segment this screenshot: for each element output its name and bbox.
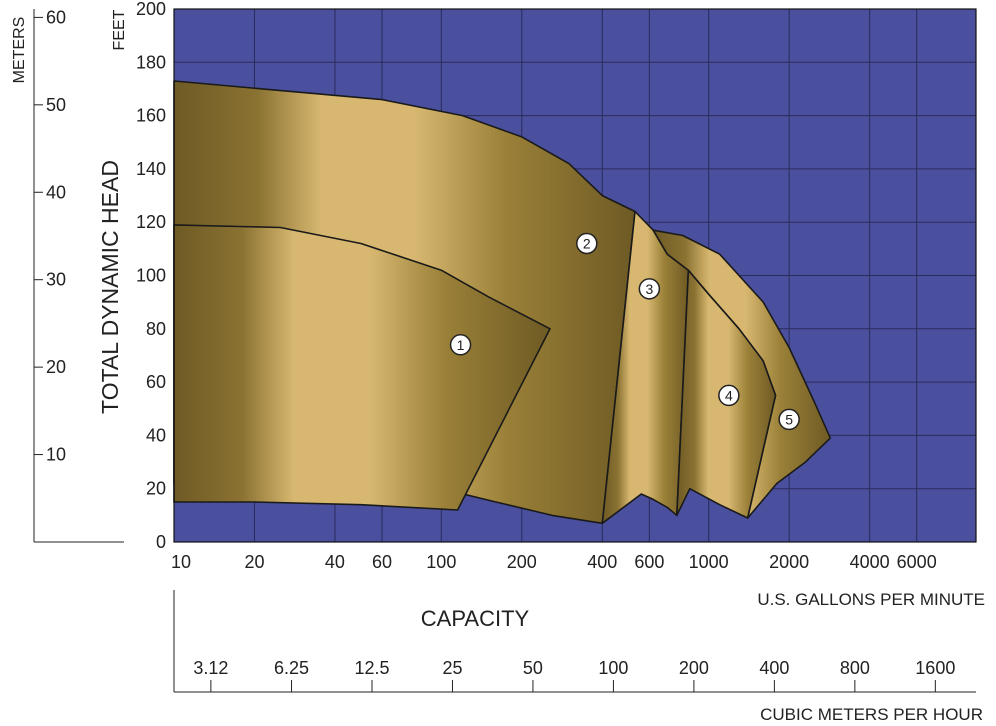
curve-regions [173,80,832,525]
cmh-tick-label: 25 [442,658,462,678]
cmh-tick-label: 800 [840,658,870,678]
y-tick-label: 200 [136,0,166,19]
curve-label-5: 5 [785,411,793,427]
curve-label-badge-3 [638,278,661,300]
x-tick-label: 4000 [850,552,890,572]
y-tick-label: 80 [146,319,166,339]
cmh-tick-label: 100 [598,658,628,678]
x-tick-label: 400 [587,552,617,572]
y-axis-title: TOTAL DYNAMIC HEAD [97,160,123,414]
curve-label-badge-4 [718,384,740,407]
meters-tick-label: 20 [46,357,66,377]
y-tick-label: 100 [136,266,166,286]
curve-label-badge-2 [576,232,598,255]
meters-tick-label: 40 [46,182,66,202]
cmh-tick-label: 12.5 [354,658,389,678]
x-tick-label: 2000 [769,552,809,572]
cmh-tick-label: 400 [759,658,789,678]
curve-label-badge-1 [449,334,472,356]
meters-units-label: METERS [11,17,28,84]
cmh-tick-label: 3.12 [193,658,228,678]
y-tick-label: 40 [146,425,166,445]
x-tick-label: 40 [325,552,345,572]
curve-label-2: 2 [583,236,591,252]
meters-tick-label: 30 [46,270,66,290]
x-tick-label: 10 [171,552,191,572]
curve-label-badge-5 [778,408,800,431]
meters-axis: 10 20 30 40 50 60 [33,7,124,543]
curve-label-1: 1 [457,337,465,353]
cubic-meters-axis: 3.12 6.25 12.5 25 50 100 200 400 800 1600 [173,590,976,693]
feet-units-label: FEET [111,9,128,50]
curve-label-3: 3 [645,281,653,297]
curve-region-1 [173,224,551,511]
y-tick-label: 120 [136,212,166,232]
curve-region-5 [652,229,832,519]
y-tick-label: 140 [136,159,166,179]
cmh-units-label: CUBIC METERS PER HOUR [760,705,983,724]
meters-tick-label: 50 [46,95,66,115]
gpm-units-label: U.S. GALLONS PER MINUTE [757,590,985,609]
plot-frame [173,8,977,543]
x-axis-ticks: 10 20 40 60 100 200 400 600 1000 2000 4000 6000 [171,552,937,572]
x-tick-label: 1000 [689,552,729,572]
cmh-tick-label: 1600 [915,658,955,678]
x-tick-label: 6000 [897,552,937,572]
cmh-tick-label: 50 [523,658,543,678]
y-tick-label: 180 [136,52,166,72]
meters-tick-label: 10 [46,445,66,465]
x-tick-label: 20 [244,552,264,572]
y-tick-label: 0 [156,532,166,552]
x-tick-label: 100 [426,552,456,572]
y-tick-label: 20 [146,479,166,499]
x-tick-label: 60 [372,552,392,572]
y-tick-label: 60 [146,372,166,392]
curve-label-4: 4 [725,387,733,403]
meters-tick-label: 60 [46,7,66,27]
x-tick-label: 600 [634,552,664,572]
y-tick-label: 160 [136,106,166,126]
y-axis-ticks: 0 20 40 60 80 100 120 140 160 180 200 [136,0,166,552]
x-tick-label: 200 [507,552,537,572]
cmh-tick-label: 6.25 [274,658,309,678]
capacity-title: CAPACITY [421,606,530,631]
curve-region-labels: 2 1 3 4 5 [449,232,800,431]
cmh-tick-label: 200 [679,658,709,678]
